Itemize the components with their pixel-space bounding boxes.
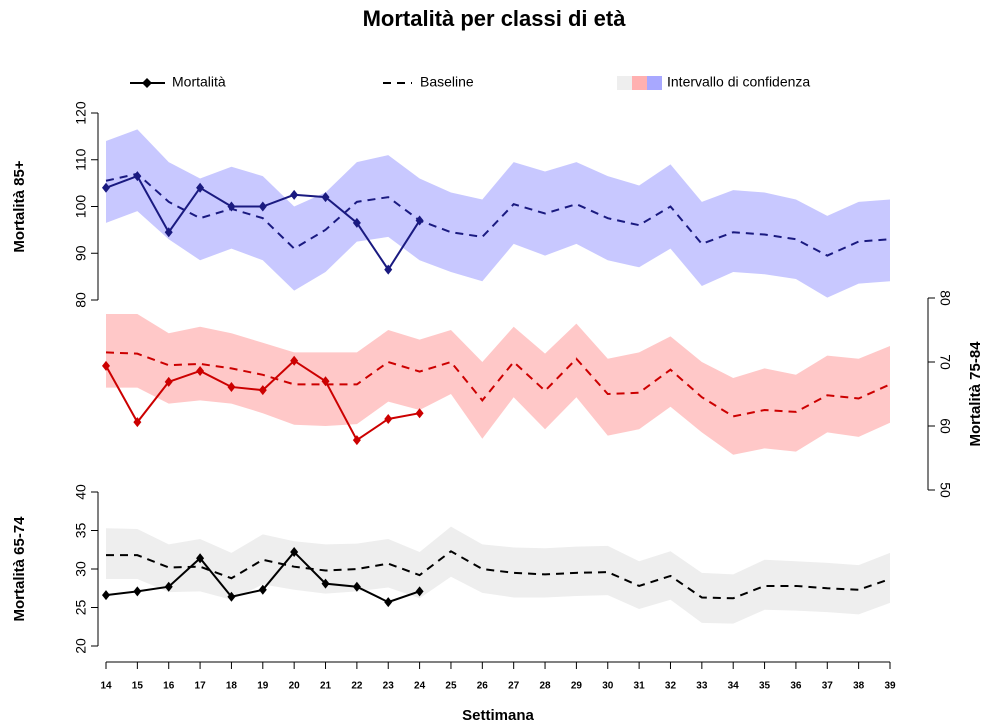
- y-tick-label: 80: [937, 290, 953, 306]
- y-tick-label: 110: [73, 148, 89, 171]
- baseline-line: [105, 351, 891, 418]
- x-tick-label: 18: [226, 681, 238, 692]
- mortality-point: [164, 227, 173, 238]
- x-tick-label: 24: [414, 681, 426, 692]
- x-tick-label: 21: [320, 681, 332, 692]
- y-tick-label: 80: [73, 292, 89, 308]
- mortality-point: [415, 586, 424, 597]
- y-tick-label: 20: [73, 638, 89, 654]
- y-tick-label: 60: [937, 418, 953, 434]
- mortality-point: [133, 171, 142, 182]
- mortality-point: [258, 584, 267, 595]
- x-tick-label: 39: [884, 681, 896, 692]
- x-tick-label: 15: [132, 681, 144, 692]
- y-tick-label: 25: [73, 600, 89, 616]
- x-tick-label: 36: [790, 681, 802, 692]
- mortality-point: [102, 182, 110, 193]
- mortality-point: [384, 413, 393, 424]
- y-tick-label: 90: [73, 245, 89, 261]
- mortality-point: [415, 215, 424, 226]
- mortality-point: [258, 385, 267, 396]
- mortality-point: [321, 578, 330, 589]
- mortality-point: [258, 201, 267, 212]
- chart-title: Mortalità per classi di età: [363, 6, 627, 31]
- mortality-point: [102, 360, 110, 371]
- y-tick-label: 70: [937, 354, 953, 370]
- mortality-point: [290, 189, 299, 200]
- confidence-band: [106, 129, 890, 298]
- mortality-point: [227, 201, 236, 212]
- x-tick-label: 25: [445, 681, 457, 692]
- y-tick-label: 30: [73, 561, 89, 577]
- x-tick-label: 34: [728, 681, 740, 692]
- x-tick-label: 32: [665, 681, 677, 692]
- mortality-point: [196, 365, 205, 376]
- mortality-point: [352, 581, 361, 592]
- mortality-point: [290, 355, 299, 366]
- mortality-point: [352, 217, 361, 228]
- y-tick-label: 40: [73, 484, 89, 500]
- legend-label: Mortalità: [172, 74, 226, 90]
- legend-swatch: [632, 76, 647, 90]
- legend-marker: [142, 78, 152, 88]
- legend: Mortalità Baseline Intervallo di confide…: [130, 74, 810, 90]
- x-tick-label: 35: [759, 681, 771, 692]
- mortality-point: [290, 547, 299, 558]
- x-tick-label: 37: [822, 681, 834, 692]
- x-tick-label: 26: [477, 681, 489, 692]
- mortality-point: [164, 376, 173, 387]
- mortality-point: [196, 553, 205, 564]
- y-tick-label: 50: [937, 482, 953, 498]
- x-tick-label: 19: [257, 681, 269, 692]
- legend-swatch: [617, 76, 632, 90]
- mortality-point: [415, 408, 424, 419]
- x-tick-label: 17: [195, 681, 207, 692]
- mortality-point: [196, 182, 205, 193]
- x-tick-label: 38: [853, 681, 865, 692]
- x-tick-label: 16: [163, 681, 175, 692]
- mortality-point: [352, 435, 361, 446]
- y-axis-label: Mortalità 85+: [11, 160, 28, 252]
- baseline-line: [106, 550, 891, 600]
- mortality-point: [321, 376, 330, 387]
- mortality-point: [227, 591, 236, 602]
- y-tick-label: 100: [73, 195, 89, 219]
- x-tick-label: 29: [571, 681, 583, 692]
- mortality-point: [384, 597, 393, 608]
- x-tick-label: 27: [508, 681, 520, 692]
- x-tick-label: 22: [351, 681, 363, 692]
- x-tick-label: 30: [602, 681, 614, 692]
- x-tick-label: 23: [383, 681, 395, 692]
- legend-label: Baseline: [420, 74, 474, 90]
- confidence-band: [106, 314, 890, 455]
- y-tick-label: 120: [73, 101, 89, 125]
- y-tick-label: 35: [73, 523, 89, 539]
- baseline-line: [105, 172, 891, 257]
- mortality-point: [102, 590, 110, 601]
- mortality-point: [321, 192, 330, 203]
- y-axis-label: Mortalità 65-74: [11, 516, 28, 622]
- confidence-band: [106, 526, 890, 624]
- x-tick-label: 14: [100, 681, 112, 692]
- legend-label: Intervallo di confidenza: [667, 74, 810, 90]
- mortality-point: [384, 264, 393, 275]
- mortality-point: [133, 417, 142, 428]
- x-tick-label: 33: [696, 681, 708, 692]
- x-tick-label: 31: [634, 681, 646, 692]
- mortality-point: [164, 581, 173, 592]
- x-tick-label: 20: [289, 681, 301, 692]
- x-tick-label: 28: [539, 681, 551, 692]
- x-axis-label: Settimana: [462, 707, 534, 724]
- mortality-point: [227, 381, 236, 392]
- legend-swatch: [647, 76, 662, 90]
- mortality-point: [133, 586, 142, 597]
- y-axis-label: Mortalità 75-84: [967, 341, 984, 447]
